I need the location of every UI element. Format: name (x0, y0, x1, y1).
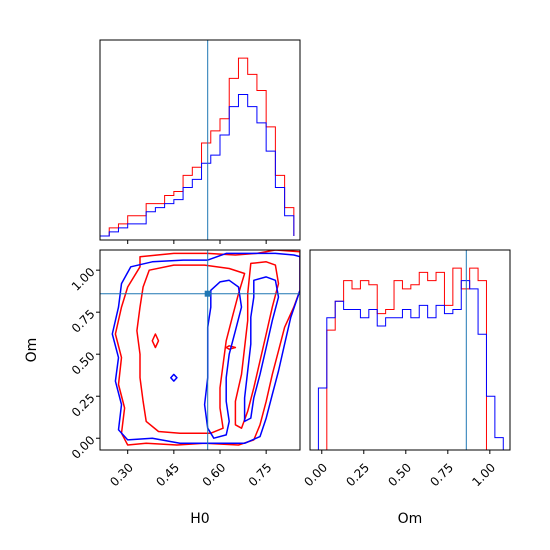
histogram-series-blue (310, 280, 510, 451)
contour-red-1 (136, 264, 246, 434)
contour-blue-0 (111, 252, 300, 445)
x-tick-label: 1.00 (469, 460, 498, 489)
y-tick-label: 0.25 (69, 391, 98, 420)
histogram-series-red (99, 57, 295, 240)
contour-blue-2 (243, 276, 280, 423)
y-tick-label: 1.00 (69, 265, 98, 294)
contour-red-3 (225, 345, 237, 350)
h0-om-contour-panel: 0.30 0.45 0.60 0.750.000.250.500.751.00 H0 … (24, 249, 301, 527)
y-axis-label-om: Om (24, 338, 40, 363)
om-histogram-frame (309, 249, 511, 451)
x-tick-label: 0.45 (153, 460, 182, 489)
x-tick-label: 0.25 (343, 460, 372, 489)
contour-red-4 (151, 333, 160, 349)
x-tick-label: 0.30 (107, 460, 136, 489)
contour-red-2 (234, 261, 280, 429)
h0-histogram-panel (99, 39, 301, 244)
x-tick-label: 0.75 (427, 460, 456, 489)
x-tick-label: 0.75 (246, 460, 275, 489)
h0-histogram-frame (99, 39, 301, 241)
y-tick-label: 0.75 (69, 307, 98, 336)
y-tick-label: 0.50 (69, 349, 98, 378)
x-tick-label: 0.50 (385, 460, 414, 489)
h0-om-contour-frame (99, 249, 301, 451)
contour-blue-3 (170, 373, 178, 382)
histogram-series-red (310, 267, 510, 451)
histogram-series-blue (99, 94, 295, 240)
x-axis-label-om: Om (398, 511, 423, 527)
om-histogram-panel: 0.00 0.25 0.50 0.75 1.00 Om (301, 249, 511, 527)
y-tick-label: 0.00 (69, 433, 98, 462)
x-tick-label: 0.60 (200, 460, 229, 489)
reference-marker (204, 290, 211, 297)
contour-layer (111, 250, 300, 446)
x-axis-label-h0: H0 (190, 511, 209, 527)
x-tick-label: 0.00 (301, 460, 330, 489)
